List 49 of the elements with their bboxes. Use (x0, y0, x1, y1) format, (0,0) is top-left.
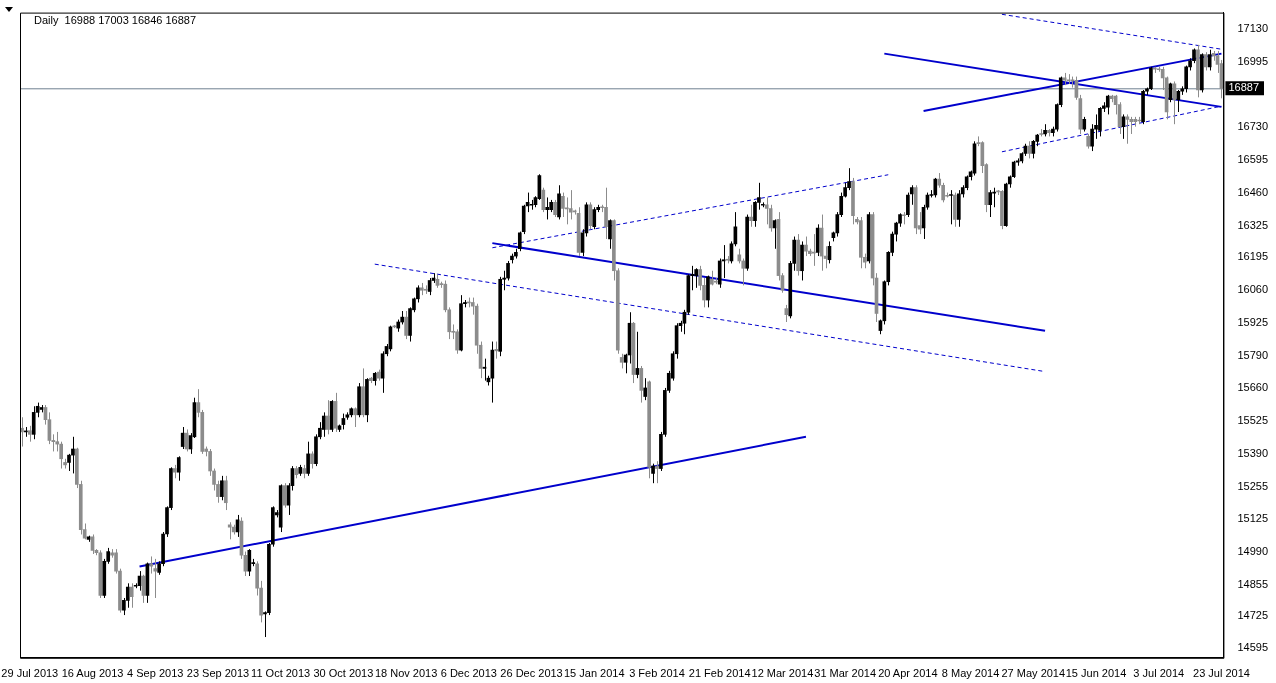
y-tick-label: 16995 (1237, 54, 1269, 67)
y-tick-label: 15925 (1237, 316, 1269, 329)
y-tick-label: 16195 (1237, 250, 1269, 263)
x-tick-label: 18 Nov 2013 (374, 667, 438, 680)
ref-line-label: 16887 (1228, 81, 1260, 94)
x-tick-label: 8 May 2014 (941, 667, 1000, 680)
candlestick (419, 282, 424, 296)
y-tick-label: 14855 (1237, 577, 1269, 590)
x-tick-label: 23 Sep 2013 (186, 667, 250, 680)
x-tick-label: 23 Jul 2014 (1193, 667, 1250, 680)
chart-title: Daily 16988 17003 16846 16887 (34, 13, 197, 26)
x-tick-label: 21 Feb 2014 (688, 667, 751, 680)
x-tick-label: 15 Jun 2014 (1065, 667, 1127, 680)
candlestick (149, 555, 154, 575)
x-tick-label: 16 Aug 2013 (61, 667, 124, 680)
y-tick-label: 16325 (1237, 218, 1269, 231)
x-tick-label: 30 Oct 2013 (313, 667, 374, 680)
candlestick (764, 196, 769, 225)
y-tick-label: 14595 (1237, 641, 1269, 654)
x-tick-label: 3 Jul 2014 (1133, 667, 1185, 680)
x-tick-label: 12 Mar 2014 (751, 667, 814, 680)
x-tick-label: 11 Oct 2013 (251, 667, 311, 680)
y-tick-label: 17130 (1237, 21, 1269, 34)
candlestick (173, 464, 177, 479)
y-tick-label: 15125 (1237, 511, 1269, 524)
x-tick-label: 27 May 2014 (1001, 667, 1066, 680)
y-tick-label: 14725 (1237, 609, 1269, 622)
x-tick-label: 4 Sep 2013 (127, 667, 184, 680)
candlestick (1039, 128, 1043, 137)
y-tick-label: 15525 (1237, 413, 1269, 426)
y-tick-label: 15255 (1237, 479, 1269, 492)
x-tick-label: 20 Apr 2014 (878, 667, 938, 680)
candlestick (423, 284, 428, 295)
x-tick-label: 26 Dec 2013 (500, 667, 563, 680)
x-tick-label: 31 Mar 2014 (814, 667, 877, 680)
y-tick-label: 16060 (1237, 283, 1269, 296)
y-tick-label: 16460 (1237, 185, 1269, 198)
x-tick-label: 6 Dec 2013 (440, 667, 497, 680)
candlestick (902, 211, 906, 225)
y-tick-label: 16730 (1237, 119, 1269, 132)
y-tick-label: 15660 (1237, 380, 1269, 393)
candlestick (619, 353, 624, 369)
y-tick-label: 14990 (1237, 544, 1269, 557)
y-tick-label: 16595 (1237, 152, 1269, 165)
y-tick-label: 15390 (1237, 446, 1269, 459)
x-tick-label: 3 Feb 2014 (629, 667, 685, 680)
y-tick-label: 15790 (1237, 349, 1269, 362)
x-tick-label: 15 Jan 2014 (563, 667, 625, 680)
x-tick-label: 29 Jul 2013 (1, 667, 59, 680)
